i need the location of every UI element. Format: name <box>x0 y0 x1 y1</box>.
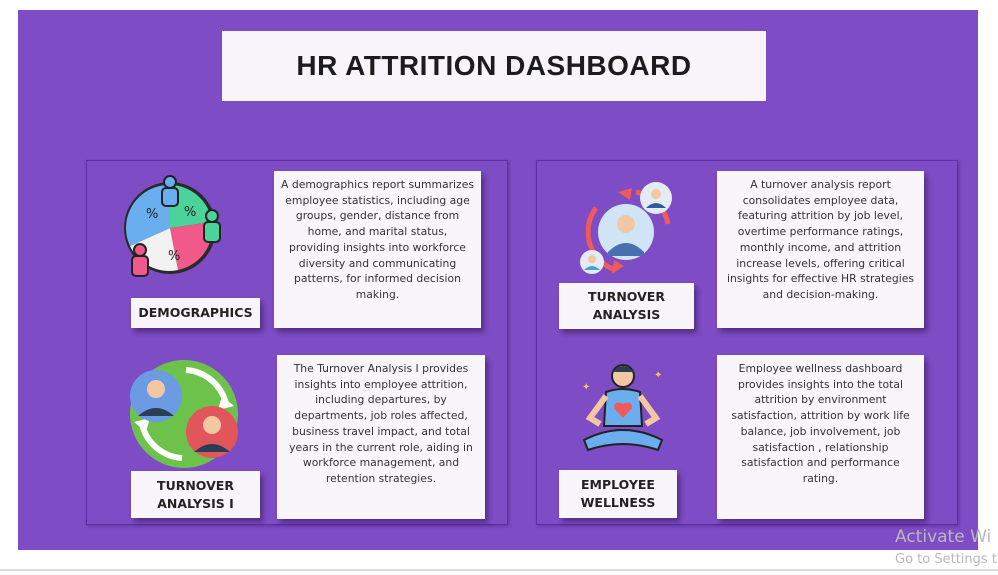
demographics-label[interactable]: DEMOGRAPHICS <box>131 298 260 328</box>
bottom-divider <box>0 569 998 571</box>
svg-text:%: % <box>168 249 180 264</box>
turnover-analysis-1-label[interactable]: TURNOVER ANALYSIS I <box>131 471 260 518</box>
svg-text:✦: ✦ <box>654 370 662 381</box>
svg-text:%: % <box>184 205 196 220</box>
left-panel <box>86 160 508 525</box>
title-banner: HR ATTRITION DASHBOARD <box>222 31 766 101</box>
meditation-icon: ✦ ✦ <box>582 364 664 452</box>
dashboard-slide: HR ATTRITION DASHBOARD % % % A demograph… <box>18 10 978 550</box>
turnover-analysis-label[interactable]: TURNOVER ANALYSIS <box>559 283 694 329</box>
demographics-description: A demographics report summarizes employe… <box>274 171 481 328</box>
svg-text:%: % <box>146 207 158 222</box>
employee-wellness-label[interactable]: EMPLOYEE WELLNESS <box>559 470 677 518</box>
activation-watermark: Activate Wi <box>895 527 992 547</box>
turnover-analysis-1-description: The Turnover Analysis I provides insight… <box>277 355 485 519</box>
employee-exchange-icon <box>130 360 238 468</box>
employee-wellness-description: Employee wellness dashboard provides ins… <box>717 355 924 519</box>
right-panel <box>536 160 958 525</box>
turnover-analysis-description: A turnover analysis report consolidates … <box>717 171 924 328</box>
employee-cycle-icon <box>580 182 672 274</box>
page-title: HR ATTRITION DASHBOARD <box>296 50 692 81</box>
svg-text:✦: ✦ <box>582 382 590 393</box>
pie-chart-people-icon: % % % <box>124 175 221 277</box>
activation-watermark-subtext: Go to Settings t <box>895 552 997 567</box>
